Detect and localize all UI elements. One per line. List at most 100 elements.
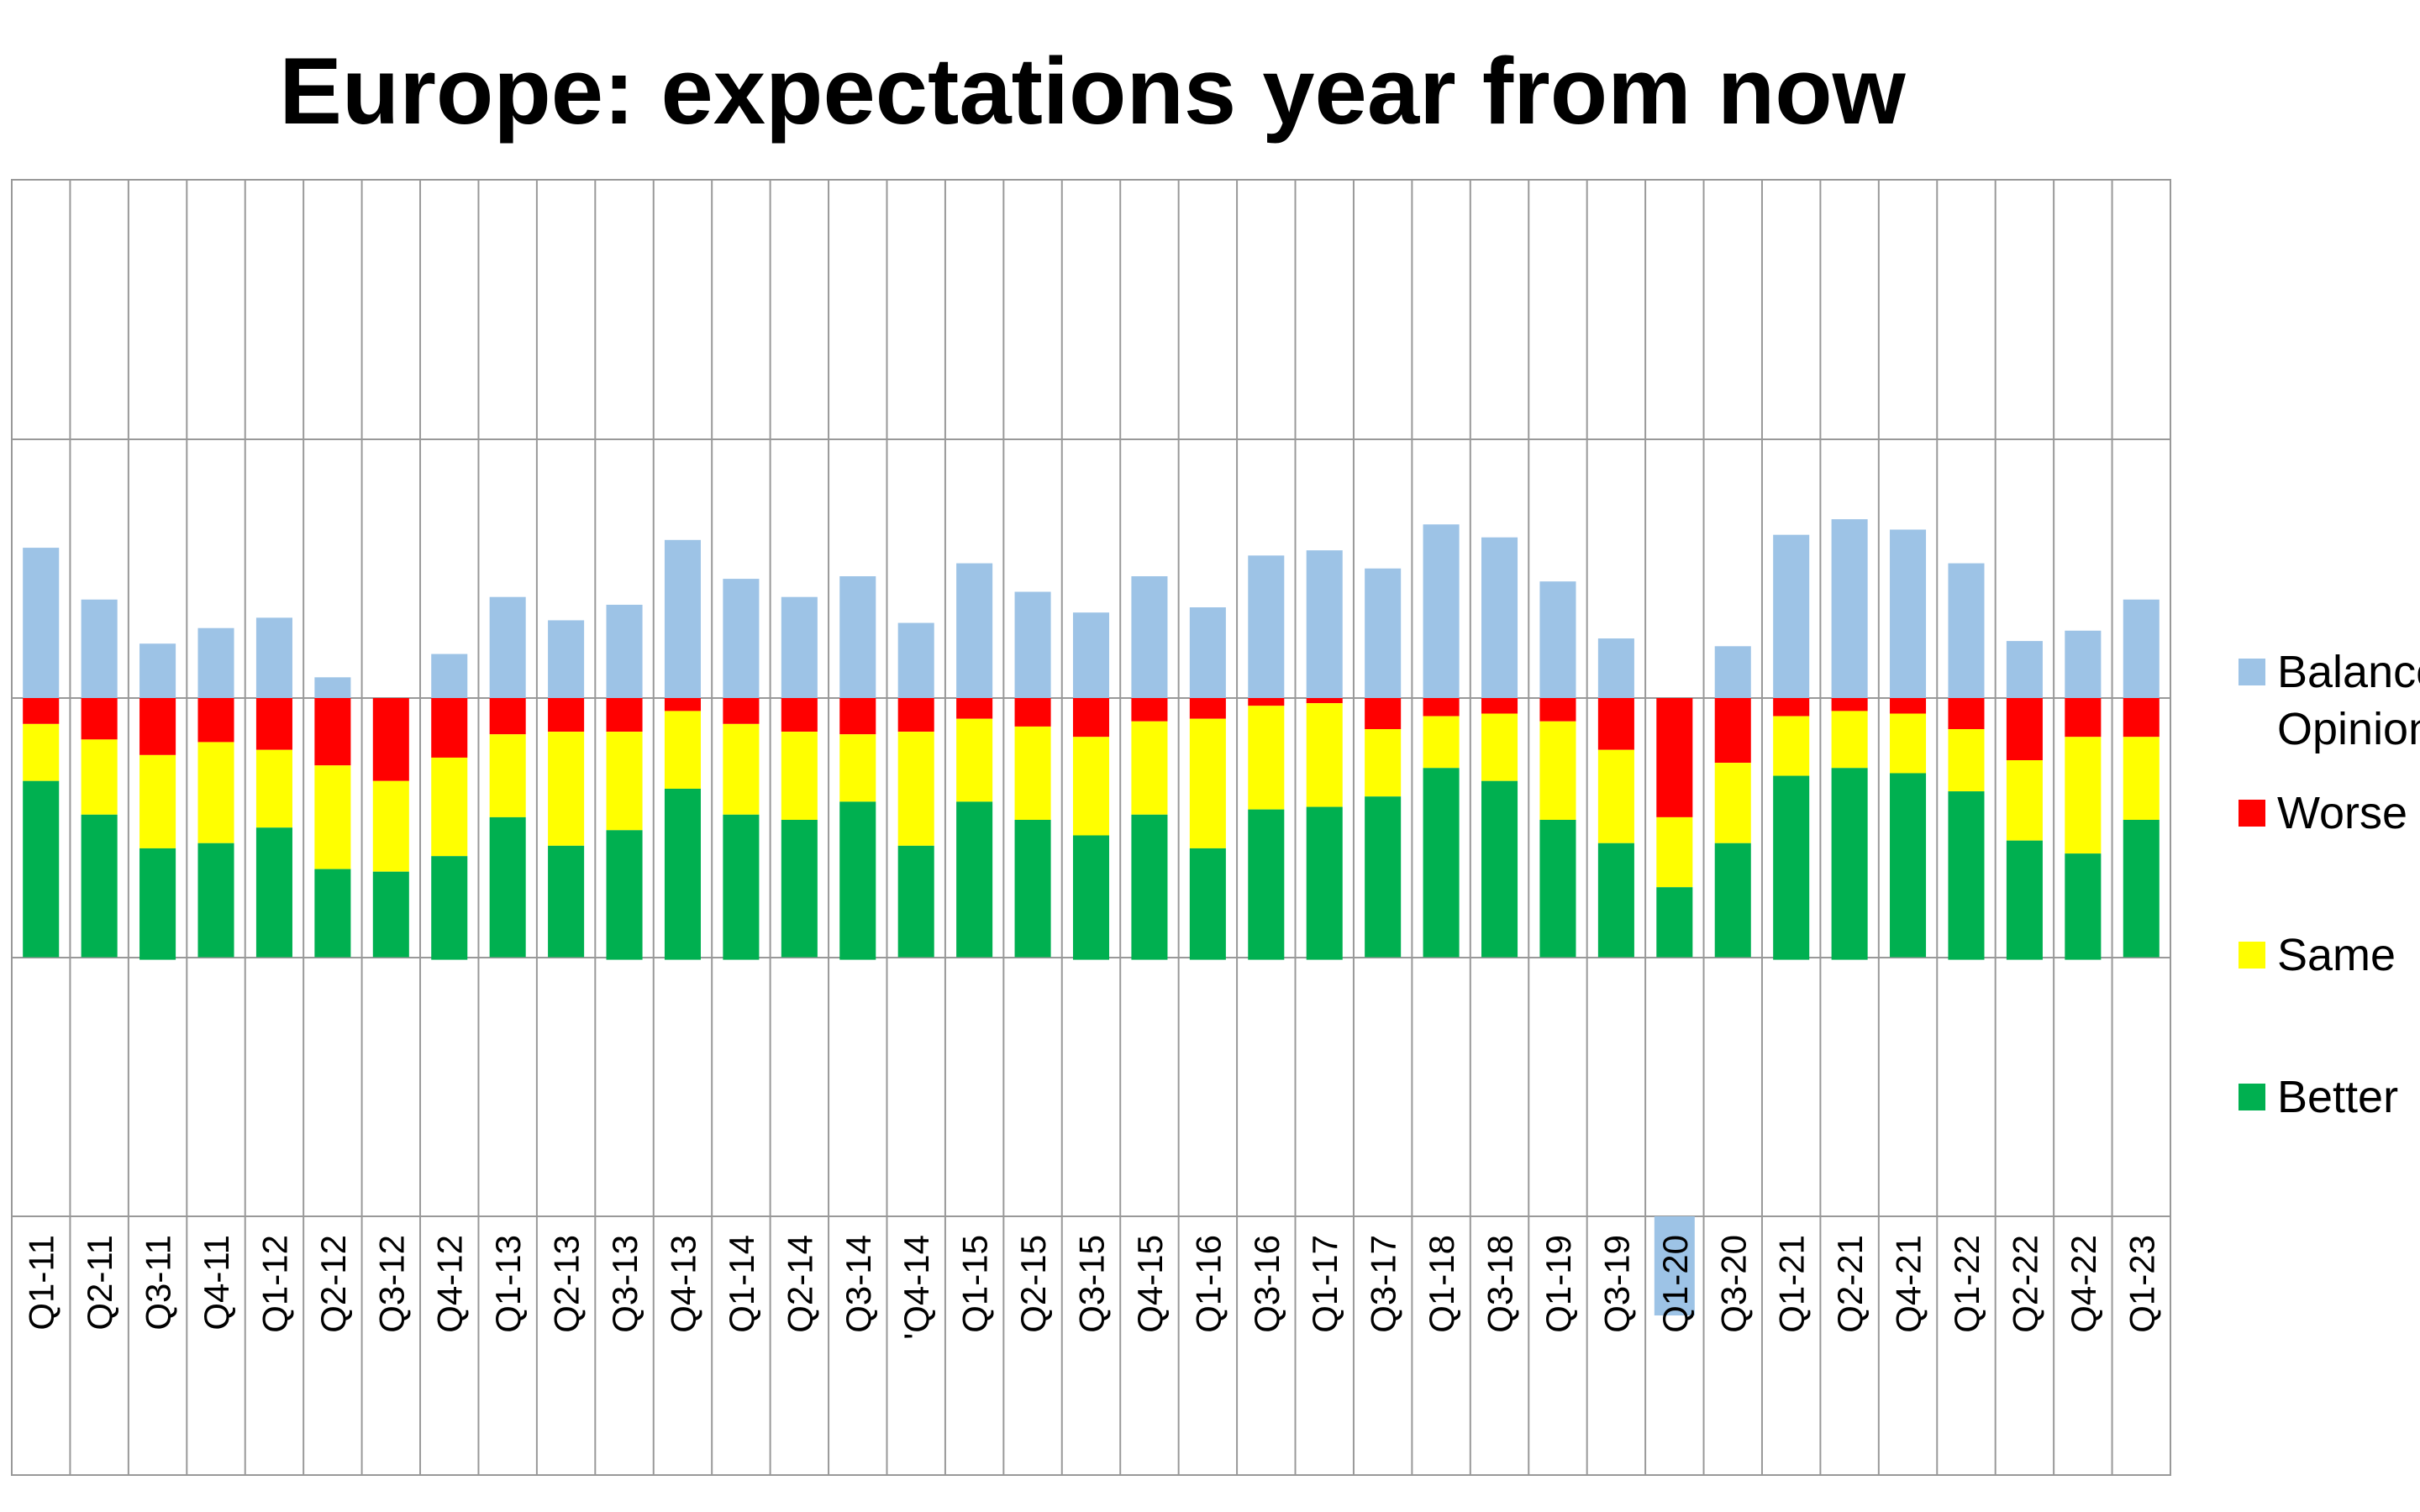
bar-balance-of-opinion [1539,581,1576,698]
x-tick-label: Q1-12 [255,1235,294,1333]
x-tick-label: Q2-22 [2005,1235,2044,1333]
category-highlight [1654,1216,1695,1315]
bar-same [1248,706,1285,810]
legend-swatch [2238,800,2265,827]
x-tick-label: Q2-15 [1013,1235,1053,1333]
x-tick-label: Q4-12 [430,1235,470,1333]
x-tick-label: Q3-19 [1597,1235,1636,1333]
bar-balance-of-opinion [1481,537,1518,698]
bar-better [897,845,934,958]
bar-same [1131,721,1168,815]
bar-same [956,718,993,802]
bar-balance-of-opinion [1423,524,1460,698]
bar-balance-of-opinion [1248,555,1285,698]
bar-same [1948,729,1985,792]
bar-better [1131,814,1168,960]
bar-worse [1306,698,1343,704]
x-tick-label: Q1-19 [1539,1235,1578,1333]
bar-better [2065,853,2102,960]
x-tick-label: Q1-13 [488,1235,528,1333]
bar-same [431,757,468,857]
legend-label: Better [2277,1072,2398,1122]
bar-balance-of-opinion [1831,519,1868,698]
bar-same [1831,711,1868,769]
bar-better [1890,773,1927,958]
bar-balance-of-opinion [606,604,643,698]
bar-balance-of-opinion [1306,550,1343,698]
bar-balance-of-opinion [1189,607,1226,698]
x-tick-label: Q1-14 [722,1235,761,1333]
bar-balance-of-opinion [1597,638,1634,698]
bar-better [781,819,818,958]
x-tick-label: Q1-21 [1772,1235,1812,1333]
bar-balance-of-opinion [1365,568,1402,698]
legend-item: Worse [2238,788,2407,838]
x-tick-label: Q4-11 [197,1235,236,1331]
bar-same [1423,716,1460,769]
bar-better [1072,835,1110,960]
x-tick-label: Q4-15 [1130,1235,1170,1333]
bar-balance-of-opinion [1014,591,1051,698]
bar-better [1714,843,1751,958]
x-tick-label: Q3-16 [1247,1235,1286,1333]
bar-same [1539,721,1576,820]
x-tick-label: Q3-12 [371,1235,411,1333]
bar-same [1481,713,1518,781]
bar-better [1189,848,1226,960]
bar-better [372,871,409,958]
bar-same [1072,737,1110,836]
bar-balance-of-opinion [1714,646,1751,698]
bar-better [1481,780,1518,958]
bar-worse [1773,698,1810,717]
bar-balance-of-opinion [1890,529,1927,698]
bar-worse [431,698,468,758]
bar-balance-of-opinion [81,599,118,698]
bar-better [606,830,643,960]
x-tick-label: Q4-13 [663,1235,702,1333]
bar-balance-of-opinion [489,596,526,698]
x-tick-label: Q1-17 [1305,1235,1344,1333]
bar-better [139,848,176,960]
bar-balance-of-opinion [314,677,351,698]
bar-worse [1831,698,1868,711]
bar-same [2123,737,2160,820]
bar-worse [2123,698,2160,738]
bar-worse [2065,698,2102,738]
bar-worse [23,698,60,724]
bar-worse [1131,698,1168,722]
bar-same [664,711,701,789]
bar-same [197,742,234,843]
bars [23,519,2160,960]
bar-worse [1656,698,1693,817]
bar-same [548,732,585,846]
bar-worse [548,698,585,732]
x-tick-label: Q2-14 [780,1235,819,1333]
bar-same [1656,816,1693,888]
x-tick-label: Q2-21 [1830,1235,1870,1333]
x-tick-label: Q4-21 [1889,1235,1928,1333]
bar-worse [1423,698,1460,717]
legend-label: Balance ofOpinion [2277,647,2420,754]
bar-better [23,780,60,958]
bar-worse [1248,698,1285,706]
legend-item: Better [2238,1072,2398,1122]
bar-worse [723,698,760,724]
bar-same [139,754,176,848]
bar-same [1714,763,1751,843]
bar-same [255,749,292,828]
x-tick-label: Q2-12 [313,1235,353,1333]
bar-better [1773,775,1810,960]
x-tick-label: Q1-23 [2122,1235,2161,1333]
bar-worse [956,698,993,719]
bar-balance-of-opinion [139,643,176,698]
bar-better [197,843,234,958]
bar-better [839,801,876,960]
bar-same [1014,726,1051,820]
x-tick-label: Q3-11 [139,1235,178,1331]
x-tick-label: Q3-14 [839,1235,878,1333]
bar-same [23,723,60,781]
bar-same [372,780,409,872]
bar-same [781,732,818,820]
